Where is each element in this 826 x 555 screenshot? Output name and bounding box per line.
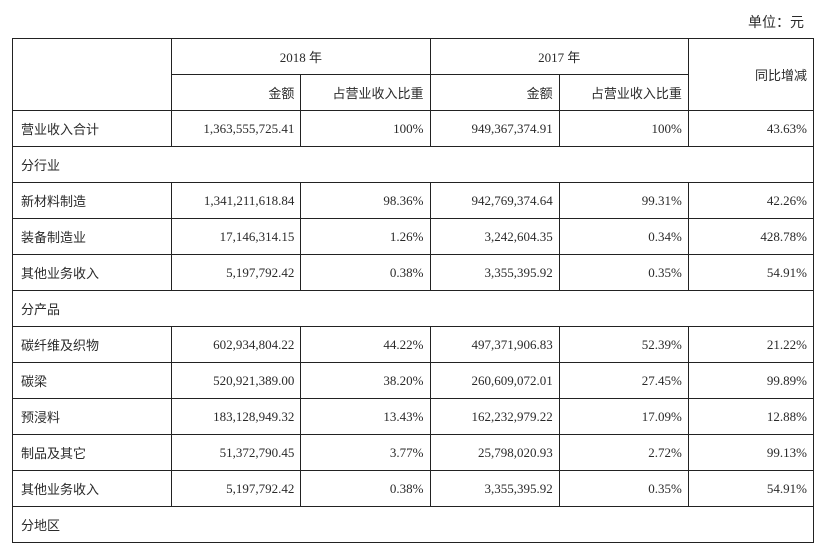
cell-pct-2018: 44.22% xyxy=(301,327,430,363)
cell-amount-2017: 3,355,395.92 xyxy=(430,471,559,507)
cell-pct-2017: 0.35% xyxy=(559,471,688,507)
section-region-label: 分地区 xyxy=(13,507,814,543)
cell-pct-2017: 0.34% xyxy=(559,219,688,255)
cell-pct-2017: 17.09% xyxy=(559,399,688,435)
cell-pct-2017: 99.31% xyxy=(559,183,688,219)
industry-row-1: 装备制造业17,146,314.151.26%3,242,604.350.34%… xyxy=(13,219,814,255)
row-label: 装备制造业 xyxy=(13,219,172,255)
cell-amount-2017: 3,242,604.35 xyxy=(430,219,559,255)
cell-amount-2017: 942,769,374.64 xyxy=(430,183,559,219)
row-label: 其他业务收入 xyxy=(13,255,172,291)
industry-row-2: 其他业务收入5,197,792.420.38%3,355,395.920.35%… xyxy=(13,255,814,291)
cell-change: 43.63% xyxy=(688,111,813,147)
header-blank xyxy=(13,39,172,111)
cell-change: 21.22% xyxy=(688,327,813,363)
header-amount-2017: 金额 xyxy=(430,75,559,111)
cell-amount-2018: 602,934,804.22 xyxy=(172,327,301,363)
cell-pct-2018: 100% xyxy=(301,111,430,147)
industry-row-0: 新材料制造1,341,211,618.8498.36%942,769,374.6… xyxy=(13,183,814,219)
cell-amount-2018: 5,197,792.42 xyxy=(172,255,301,291)
cell-amount-2018: 183,128,949.32 xyxy=(172,399,301,435)
row-label: 碳梁 xyxy=(13,363,172,399)
product-row-2: 预浸料183,128,949.3213.43%162,232,979.2217.… xyxy=(13,399,814,435)
product-row-1: 碳梁520,921,389.0038.20%260,609,072.0127.4… xyxy=(13,363,814,399)
header-amount-2018: 金额 xyxy=(172,75,301,111)
cell-pct-2017: 52.39% xyxy=(559,327,688,363)
cell-pct-2018: 38.20% xyxy=(301,363,430,399)
cell-change: 12.88% xyxy=(688,399,813,435)
cell-pct-2017: 0.35% xyxy=(559,255,688,291)
cell-pct-2018: 1.26% xyxy=(301,219,430,255)
cell-pct-2018: 0.38% xyxy=(301,255,430,291)
cell-amount-2017: 3,355,395.92 xyxy=(430,255,559,291)
cell-change: 99.13% xyxy=(688,435,813,471)
cell-amount-2018: 17,146,314.15 xyxy=(172,219,301,255)
unit-label: 单位：元 xyxy=(12,12,814,32)
cell-pct-2018: 98.36% xyxy=(301,183,430,219)
cell-amount-2017: 949,367,374.91 xyxy=(430,111,559,147)
cell-pct-2018: 13.43% xyxy=(301,399,430,435)
cell-amount-2017: 162,232,979.22 xyxy=(430,399,559,435)
cell-amount-2017: 497,371,906.83 xyxy=(430,327,559,363)
cell-pct-2017: 2.72% xyxy=(559,435,688,471)
cell-change: 428.78% xyxy=(688,219,813,255)
cell-pct-2018: 0.38% xyxy=(301,471,430,507)
cell-pct-2017: 100% xyxy=(559,111,688,147)
cell-change: 54.91% xyxy=(688,255,813,291)
product-row-4: 其他业务收入5,197,792.420.38%3,355,395.920.35%… xyxy=(13,471,814,507)
cell-change: 42.26% xyxy=(688,183,813,219)
header-year-2017: 2017 年 xyxy=(430,39,688,75)
header-change: 同比增减 xyxy=(688,39,813,111)
cell-pct-2018: 3.77% xyxy=(301,435,430,471)
row-label: 新材料制造 xyxy=(13,183,172,219)
row-label: 碳纤维及织物 xyxy=(13,327,172,363)
header-year-2018: 2018 年 xyxy=(172,39,430,75)
section-product: 分产品 xyxy=(13,291,814,327)
section-product-label: 分产品 xyxy=(13,291,814,327)
cell-amount-2018: 51,372,790.45 xyxy=(172,435,301,471)
cell-change: 54.91% xyxy=(688,471,813,507)
row-label: 制品及其它 xyxy=(13,435,172,471)
cell-amount-2017: 25,798,020.93 xyxy=(430,435,559,471)
row-label: 营业收入合计 xyxy=(13,111,172,147)
row-label: 其他业务收入 xyxy=(13,471,172,507)
section-industry-label: 分行业 xyxy=(13,147,814,183)
cell-amount-2018: 1,363,555,725.41 xyxy=(172,111,301,147)
total-row: 营业收入合计1,363,555,725.41100%949,367,374.91… xyxy=(13,111,814,147)
revenue-table: 2018 年 2017 年 同比增减 金额 占营业收入比重 金额 占营业收入比重… xyxy=(12,38,814,543)
section-region: 分地区 xyxy=(13,507,814,543)
header-pct-2018: 占营业收入比重 xyxy=(301,75,430,111)
cell-amount-2018: 520,921,389.00 xyxy=(172,363,301,399)
row-label: 预浸料 xyxy=(13,399,172,435)
cell-amount-2018: 5,197,792.42 xyxy=(172,471,301,507)
header-pct-2017: 占营业收入比重 xyxy=(559,75,688,111)
cell-pct-2017: 27.45% xyxy=(559,363,688,399)
product-row-0: 碳纤维及织物602,934,804.2244.22%497,371,906.83… xyxy=(13,327,814,363)
section-industry: 分行业 xyxy=(13,147,814,183)
cell-change: 99.89% xyxy=(688,363,813,399)
product-row-3: 制品及其它51,372,790.453.77%25,798,020.932.72… xyxy=(13,435,814,471)
cell-amount-2017: 260,609,072.01 xyxy=(430,363,559,399)
cell-amount-2018: 1,341,211,618.84 xyxy=(172,183,301,219)
